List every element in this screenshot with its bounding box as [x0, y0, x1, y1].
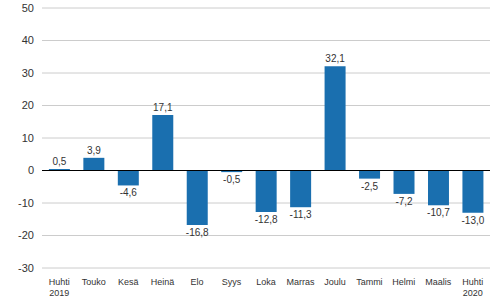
svg-text:-0,5: -0,5 — [223, 174, 241, 185]
svg-text:Helmi: Helmi — [392, 277, 415, 287]
svg-text:-4,6: -4,6 — [120, 187, 138, 198]
svg-text:0,5: 0,5 — [52, 156, 66, 167]
svg-text:-10: -10 — [18, 197, 34, 209]
svg-text:-13,0: -13,0 — [462, 215, 485, 226]
svg-text:-12,8: -12,8 — [255, 214, 278, 225]
svg-text:-30: -30 — [18, 262, 34, 274]
svg-text:2019: 2019 — [49, 288, 69, 298]
svg-text:-7,2: -7,2 — [395, 196, 413, 207]
svg-text:-10,7: -10,7 — [427, 207, 450, 218]
svg-text:-16,8: -16,8 — [186, 227, 209, 238]
svg-text:17,1: 17,1 — [153, 102, 173, 113]
svg-text:50: 50 — [22, 2, 34, 14]
svg-text:Joulu: Joulu — [324, 277, 346, 287]
svg-text:40: 40 — [22, 34, 34, 46]
svg-text:0: 0 — [28, 164, 34, 176]
svg-text:Kesä: Kesä — [118, 277, 139, 287]
svg-text:32,1: 32,1 — [325, 53, 345, 64]
svg-text:Tammi: Tammi — [356, 277, 383, 287]
svg-text:10: 10 — [22, 132, 34, 144]
svg-text:Huhti: Huhti — [462, 277, 483, 287]
svg-text:Touko: Touko — [82, 277, 106, 287]
svg-text:30: 30 — [22, 67, 34, 79]
svg-text:Heinä: Heinä — [151, 277, 175, 287]
svg-text:Huhti: Huhti — [49, 277, 70, 287]
svg-text:-20: -20 — [18, 229, 34, 241]
svg-text:-11,3: -11,3 — [290, 209, 312, 220]
svg-text:Maalis: Maalis — [425, 277, 452, 287]
svg-text:20: 20 — [22, 99, 34, 111]
svg-text:3,9: 3,9 — [87, 145, 101, 156]
svg-text:-2,5: -2,5 — [361, 181, 379, 192]
svg-text:Marras: Marras — [286, 277, 315, 287]
svg-text:Syys: Syys — [222, 277, 242, 287]
svg-text:2020: 2020 — [463, 288, 483, 298]
svg-text:Elo: Elo — [191, 277, 204, 287]
svg-text:Loka: Loka — [256, 277, 276, 287]
